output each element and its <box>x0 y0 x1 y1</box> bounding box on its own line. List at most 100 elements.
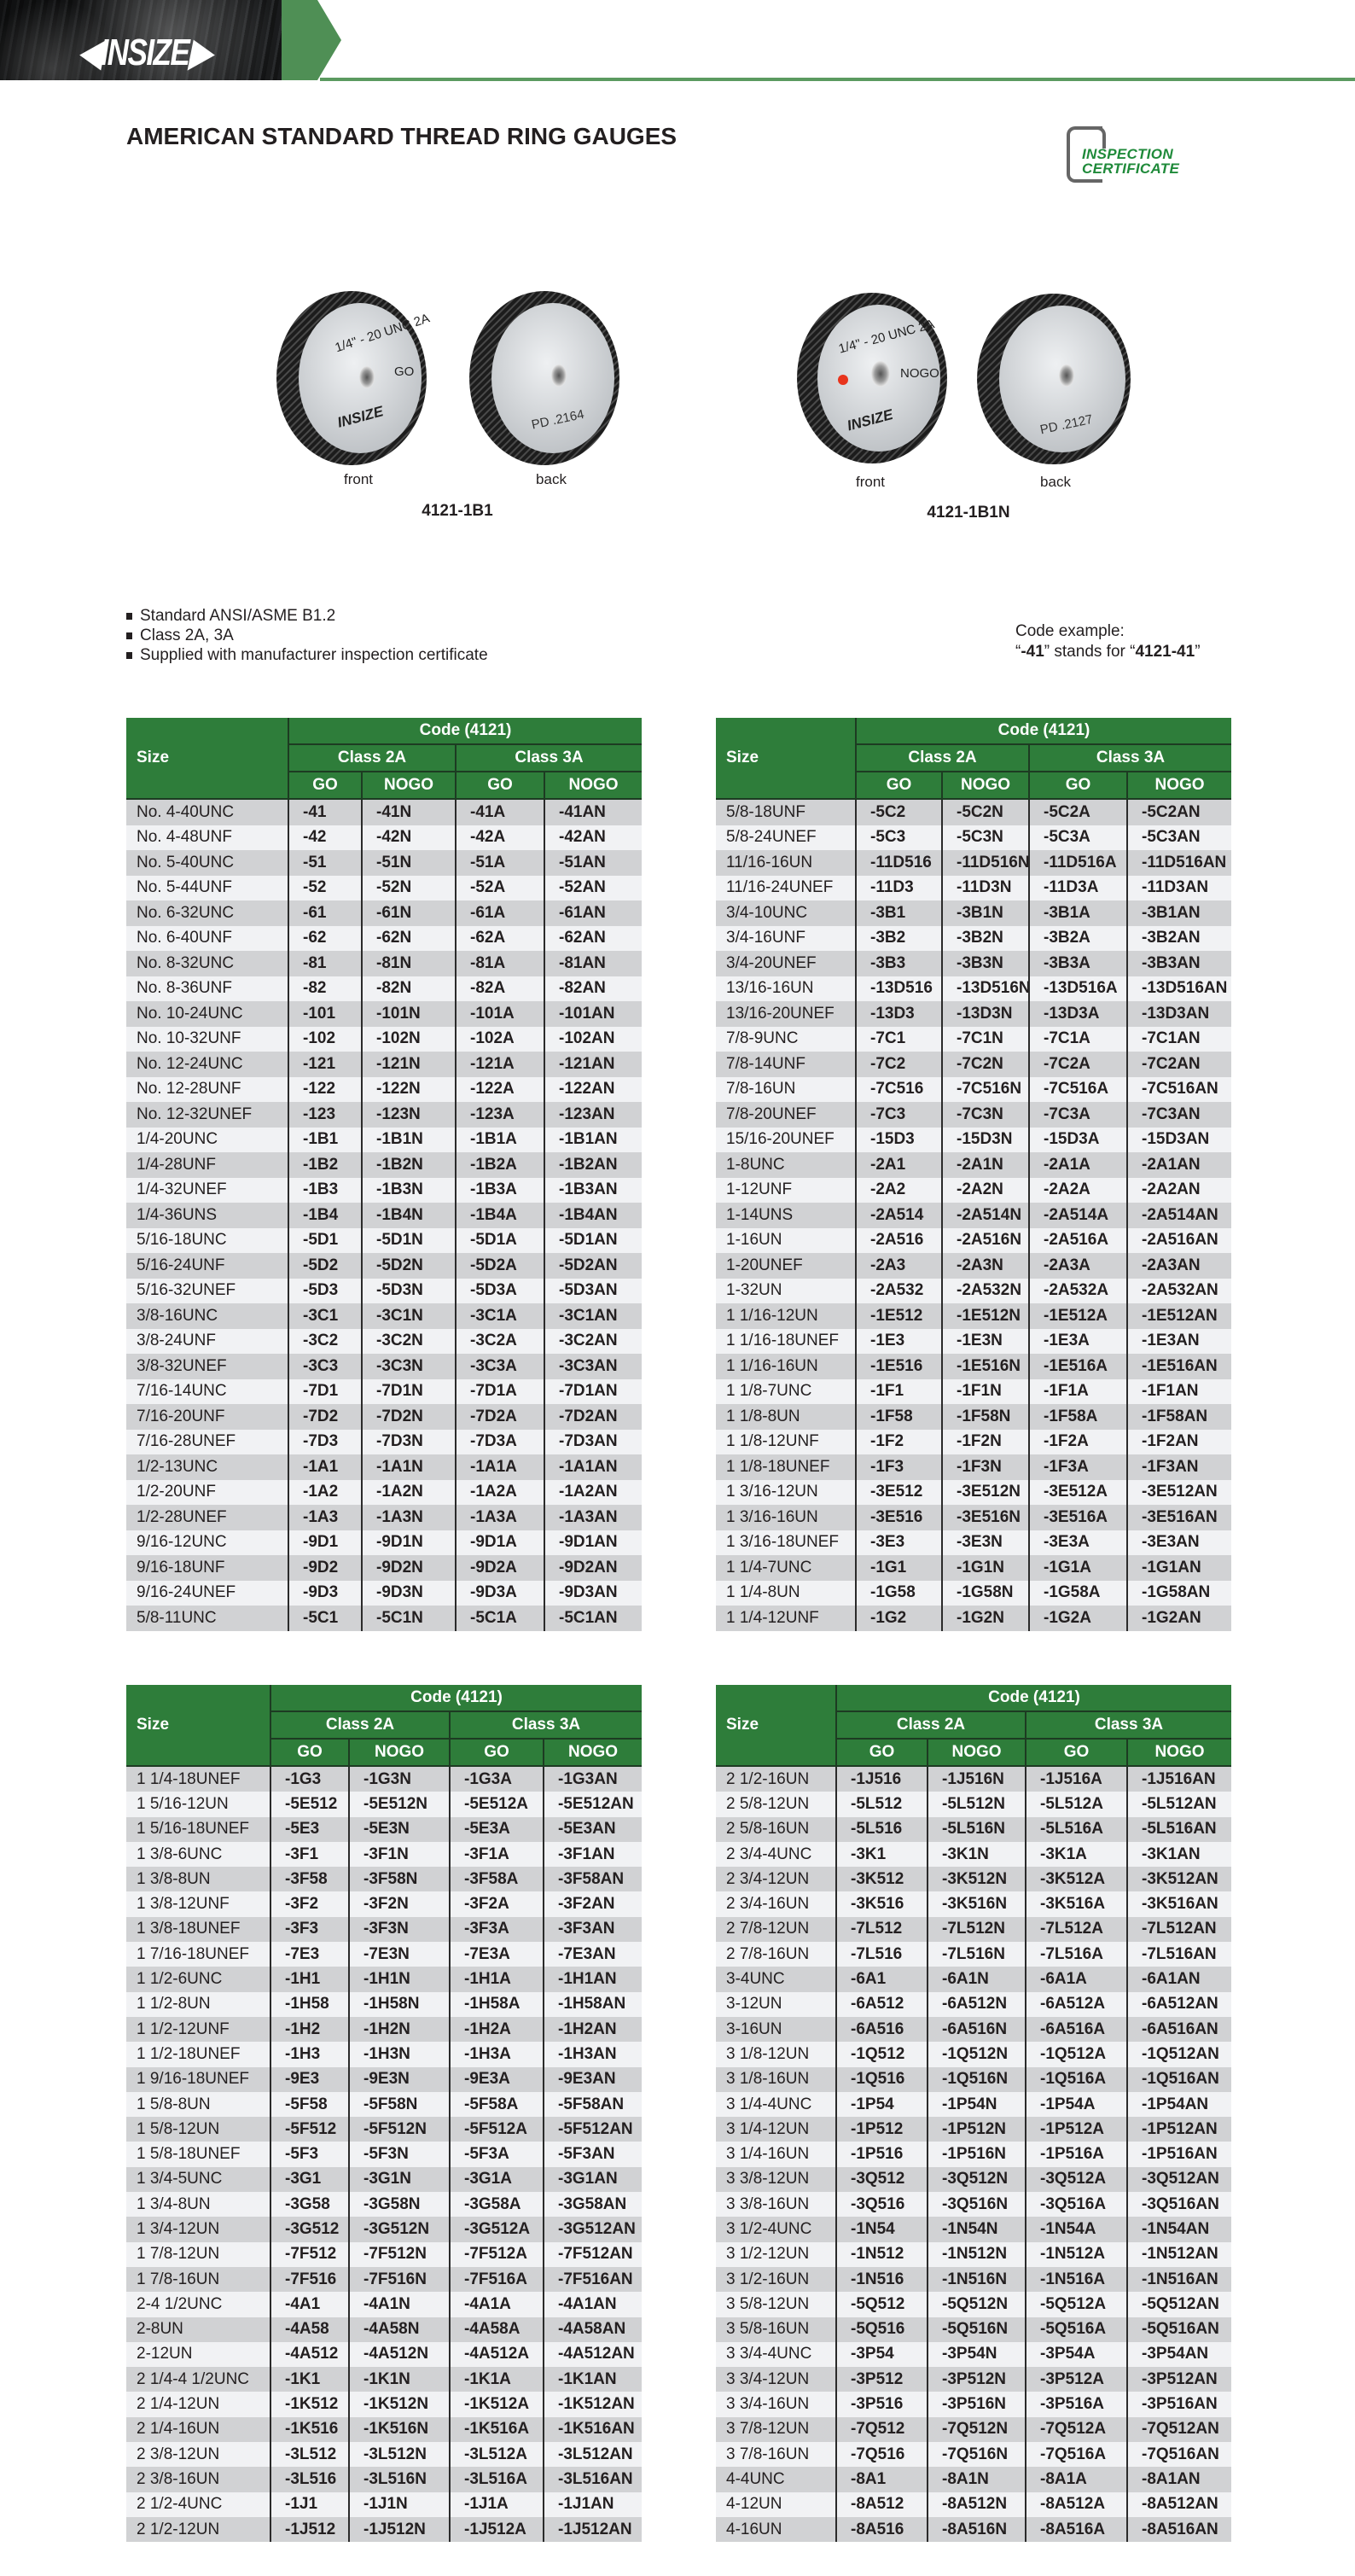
code-2a-go: -3F1 <box>270 1841 349 1868</box>
nogo-header-2a: NOGO <box>941 772 1029 800</box>
code-3a-nogo: -3K516AN <box>1125 1891 1232 1917</box>
table-row: 2 7/8-16UN -7L516 -7L516N -7L516A -7L516AN <box>716 1942 1232 1967</box>
size-cell: 3/8-32UNEF <box>126 1354 288 1379</box>
code-3a-nogo: -9D3AN <box>543 1580 643 1606</box>
size-cell: 11/16-16UN <box>716 850 856 876</box>
code-3a-go: -42A <box>455 825 544 850</box>
code-2a-nogo: -7C516N <box>941 1076 1029 1102</box>
code-3a-nogo: -7D1AN <box>543 1378 643 1404</box>
code-3a-nogo: -3P516AN <box>1125 2392 1232 2417</box>
code-2a-nogo: -1Q516N <box>927 2066 1026 2092</box>
caption-back: back <box>536 471 567 487</box>
code-2a-nogo: -1G2N <box>941 1606 1029 1631</box>
code-3a-go: -13D516A <box>1028 976 1127 1001</box>
code-3a-go: -3E3A <box>1028 1530 1127 1555</box>
code-2a-go: -5L516 <box>835 1816 928 1842</box>
code-3a-go: -2A1A <box>1028 1152 1127 1178</box>
table-row: 3 3/4-12UN -3P512 -3P512N -3P512A -3P512AN <box>716 2367 1232 2392</box>
code-3a-nogo: -1Q516AN <box>1125 2066 1232 2092</box>
table-row: 3 5/8-12UN -5Q512 -5Q512N -5Q512A -5Q512AN <box>716 2292 1232 2317</box>
code-2a-nogo: -1K1N <box>348 2367 450 2392</box>
code-3a-go: -3G58A <box>449 2192 544 2218</box>
code-3a-nogo: -2A516AN <box>1125 1227 1232 1253</box>
code-2a-go: -1F1 <box>855 1378 942 1404</box>
table-row: 7/16-28UNEF -7D3 -7D3N -7D3A -7D3AN <box>126 1429 643 1454</box>
code-2a-nogo: -3E3N <box>941 1530 1029 1555</box>
code-3a-nogo: -1P516AN <box>1125 2142 1232 2167</box>
code-2a-nogo: -5D1N <box>361 1227 456 1253</box>
feature-item: Standard ANSI/ASME B1.2 <box>126 606 488 626</box>
code-3a-go: -1K516A <box>449 2416 544 2443</box>
code-3a-nogo: -1F3AN <box>1125 1454 1232 1480</box>
nogo-header-3a: NOGO <box>543 772 643 800</box>
table-row: 7/8-9UNC -7C1 -7C1N -7C1A -7C1AN <box>716 1026 1232 1052</box>
table-row: 1 1/2-18UNEF -1H3 -1H3N -1H3A -1H3AN <box>126 2042 643 2067</box>
code-example-label: Code example: <box>1015 622 1125 640</box>
table-row: 2 3/4-4UNC -3K1 -3K1N -3K1A -3K1AN <box>716 1841 1232 1868</box>
code-3a-go: -1Q516A <box>1025 2066 1127 2092</box>
code-2a-go: -1A1 <box>288 1454 362 1480</box>
code-2a-go: -1F2 <box>855 1429 942 1454</box>
code-3a-go: -122A <box>455 1076 544 1102</box>
code-3a-nogo: -1B4AN <box>543 1203 643 1228</box>
code-2a-go: -7C1 <box>855 1026 942 1052</box>
code-3a-nogo: -5F58AN <box>542 2091 643 2118</box>
code-2a-go: -1J1 <box>270 2491 349 2517</box>
code-3a-nogo: -7L516AN <box>1125 1942 1232 1967</box>
table-row: 1 9/16-18UNEF -9E3 -9E3N -9E3A -9E3AN <box>126 2066 643 2092</box>
table-row: 1 1/2-8UN -1H58 -1H58N -1H58A -1H58AN <box>126 1991 643 2017</box>
code-2a-go: -7F512 <box>270 2241 349 2267</box>
code-2a-go: -121 <box>288 1052 362 1077</box>
size-cell: 1 7/8-12UN <box>126 2241 270 2267</box>
code-3a-go: -5L516A <box>1025 1816 1127 1842</box>
code-2a-go: -1A2 <box>288 1479 362 1505</box>
code-2a-go: -52 <box>288 875 362 900</box>
code-2a-nogo: -9D3N <box>361 1580 456 1606</box>
code-table-1: Size Code (4121) Class 2A Class 3A GO NOGO GO N… <box>126 718 643 1631</box>
code-3a-go: -7D2A <box>455 1404 544 1430</box>
code-3a-nogo: -1J1AN <box>542 2491 643 2517</box>
code-2a-go: -8A516 <box>835 2516 928 2543</box>
code-3a-nogo: -1E3AN <box>1125 1328 1232 1354</box>
size-cell: No. 12-32UNEF <box>126 1102 288 1128</box>
code-2a-nogo: -7Q516N <box>927 2442 1026 2468</box>
code-2a-go: -61 <box>288 900 362 926</box>
code-2a-nogo: -1F3N <box>941 1454 1029 1480</box>
size-cell: 3 1/4-16UN <box>716 2142 836 2167</box>
code-3a-go: -6A512A <box>1025 1991 1127 2017</box>
size-cell: 7/8-20UNEF <box>716 1102 856 1128</box>
code-3a-go: -3F1A <box>449 1841 544 1868</box>
code-3a-go: -3C1A <box>455 1303 544 1329</box>
feature-item: Supplied with manufacturer inspection ce… <box>126 645 488 665</box>
table-row: 3 3/8-16UN -3Q516 -3Q516N -3Q516A -3Q516AN <box>716 2192 1232 2218</box>
table-row: 1 5/8-8UN -5F58 -5F58N -5F58A -5F58AN <box>126 2091 643 2118</box>
code-3a-nogo: -5Q512AN <box>1125 2292 1232 2317</box>
code-2a-go: -7C3 <box>855 1102 942 1128</box>
code-3a-go: -9D1A <box>455 1530 544 1555</box>
table-row: 2 1/4-16UN -1K516 -1K516N -1K516A -1K516AN <box>126 2416 643 2443</box>
code-2a-go: -7C516 <box>855 1076 942 1102</box>
code-2a-nogo: -3P512N <box>927 2367 1026 2392</box>
code-3a-nogo: -101AN <box>543 1001 643 1027</box>
code-2a-go: -3P54 <box>835 2341 928 2368</box>
code-2a-nogo: -3F3N <box>348 1916 450 1943</box>
code-2a-nogo: -5C3N <box>941 825 1029 850</box>
code-3a-nogo: -6A516AN <box>1125 2016 1232 2043</box>
table-row: 3 1/8-16UN -1Q516 -1Q516N -1Q516A -1Q516AN <box>716 2066 1232 2092</box>
size-cell: 1 1/16-16UN <box>716 1354 856 1379</box>
code-2a-go: -1Q512 <box>835 2042 928 2067</box>
code-2a-nogo: -3P516N <box>927 2392 1026 2417</box>
table-row: 2-8UN -4A58 -4A58N -4A58A -4A58AN <box>126 2317 643 2342</box>
table-row: 3/8-24UNF -3C2 -3C2N -3C2A -3C2AN <box>126 1328 643 1354</box>
code-2a-nogo: -9D1N <box>361 1530 456 1555</box>
size-cell: No. 6-32UNC <box>126 900 288 926</box>
code-2a-nogo: -3K1N <box>927 1841 1026 1868</box>
table-row: No. 4-48UNF -42 -42N -42A -42AN <box>126 825 643 850</box>
go-header-3a: GO <box>1028 772 1127 800</box>
table-row: 1-12UNF -2A2 -2A2N -2A2A -2A2AN <box>716 1177 1232 1203</box>
go-header-2a: GO <box>835 1739 928 1767</box>
table-row: 1 3/8-12UNF -3F2 -3F2N -3F2A -3F2AN <box>126 1891 643 1917</box>
code-2a-nogo: -1N516N <box>927 2266 1026 2293</box>
table-row: 1-8UNC -2A1 -2A1N -2A1A -2A1AN <box>716 1152 1232 1178</box>
code-3a-go: -11D3A <box>1028 875 1127 900</box>
